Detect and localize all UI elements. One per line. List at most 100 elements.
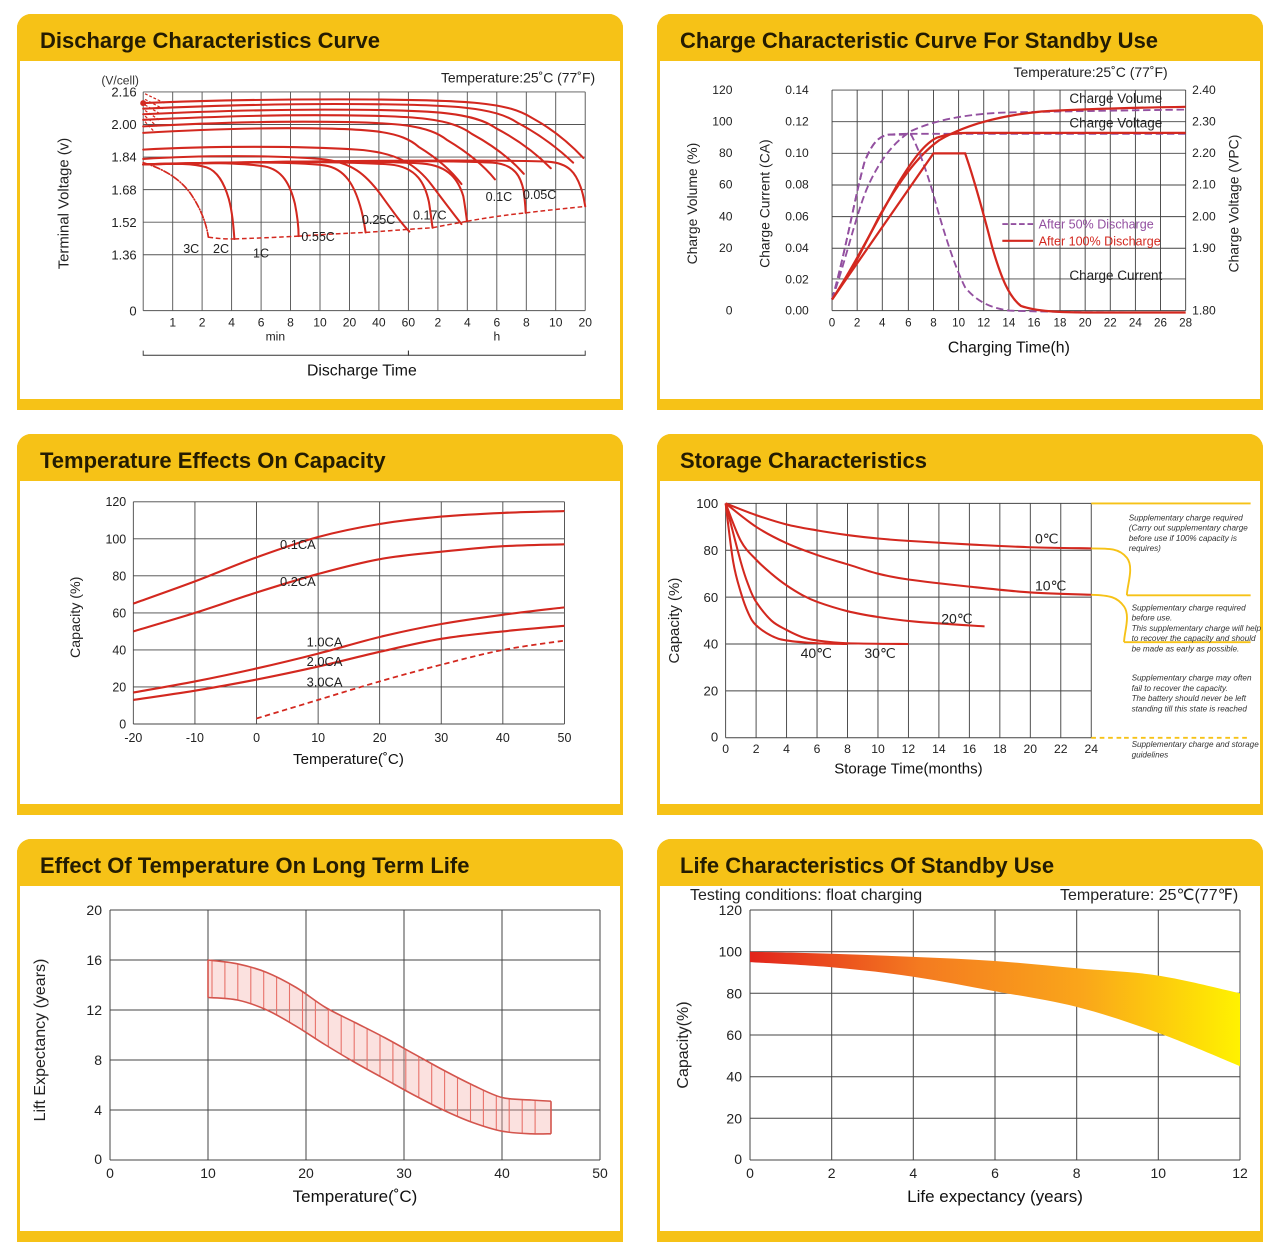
svg-text:80: 80 (719, 146, 733, 160)
svg-text:24: 24 (1084, 742, 1098, 756)
svg-text:1C: 1C (253, 247, 269, 261)
svg-text:1.84: 1.84 (111, 150, 136, 165)
svg-text:6: 6 (814, 742, 821, 756)
svg-text:Life expectancy (years): Life expectancy (years) (907, 1187, 1083, 1206)
svg-text:0: 0 (829, 316, 836, 329)
svg-text:0: 0 (711, 730, 718, 745)
svg-text:10: 10 (952, 316, 965, 329)
svg-text:20: 20 (719, 241, 733, 255)
svg-text:1.36: 1.36 (111, 247, 136, 262)
svg-text:16: 16 (963, 742, 977, 756)
svg-text:before use.: before use. (1132, 614, 1173, 623)
svg-text:0: 0 (106, 1165, 114, 1181)
svg-text:2.20: 2.20 (1192, 146, 1216, 160)
svg-text:Charge Volume (%): Charge Volume (%) (684, 143, 700, 265)
svg-text:2: 2 (199, 315, 206, 329)
svg-text:10: 10 (311, 731, 325, 745)
svg-text:10℃: 10℃ (1035, 578, 1066, 594)
svg-text:60: 60 (112, 606, 126, 620)
svg-text:60: 60 (719, 178, 733, 192)
svg-text:2.40: 2.40 (1192, 83, 1216, 97)
svg-text:This supplementary charge will: This supplementary charge will help (1132, 624, 1262, 633)
svg-text:120: 120 (719, 902, 743, 918)
svg-text:0: 0 (726, 303, 733, 317)
svg-text:0.2CA: 0.2CA (280, 574, 316, 589)
svg-text:1.52: 1.52 (111, 215, 136, 230)
svg-text:3C: 3C (183, 242, 199, 256)
svg-text:2: 2 (854, 316, 860, 329)
svg-text:80: 80 (726, 985, 742, 1001)
svg-text:2.00: 2.00 (1192, 209, 1216, 223)
svg-text:Supplementary charge may often: Supplementary charge may often (1132, 674, 1252, 683)
svg-text:20: 20 (578, 315, 592, 329)
svg-text:20: 20 (726, 1110, 742, 1126)
svg-text:40: 40 (496, 731, 510, 745)
svg-text:6: 6 (905, 316, 911, 329)
svg-text:20℃: 20℃ (941, 610, 972, 626)
svg-text:4: 4 (879, 316, 886, 329)
svg-text:2.00: 2.00 (111, 117, 136, 132)
svg-text:Storage Time(months): Storage Time(months) (834, 760, 982, 777)
svg-text:Temperature: 25℃(77℉): Temperature: 25℃(77℉) (1060, 887, 1238, 904)
svg-text:12: 12 (902, 742, 916, 756)
svg-text:20: 20 (1079, 316, 1092, 329)
svg-text:40: 40 (372, 315, 386, 329)
svg-text:After 50% Discharge: After 50% Discharge (1039, 218, 1154, 232)
svg-text:2: 2 (435, 315, 442, 329)
svg-text:0.1CA: 0.1CA (280, 537, 316, 552)
svg-text:0.10: 0.10 (785, 146, 809, 160)
svg-text:28: 28 (1179, 316, 1192, 329)
svg-text:6: 6 (258, 315, 265, 329)
svg-text:2: 2 (828, 1165, 836, 1181)
svg-text:20: 20 (704, 684, 719, 699)
svg-text:14: 14 (1002, 316, 1015, 329)
svg-text:min: min (266, 329, 285, 343)
svg-text:0.08: 0.08 (785, 178, 809, 192)
svg-text:0.05C: 0.05C (523, 188, 556, 202)
svg-text:h: h (493, 329, 500, 343)
svg-text:4: 4 (464, 315, 471, 329)
svg-text:80: 80 (704, 543, 719, 558)
svg-text:0.25C: 0.25C (362, 213, 395, 227)
svg-text:1.68: 1.68 (111, 182, 136, 197)
svg-text:Supplementary charge required: Supplementary charge required (1129, 513, 1244, 522)
svg-text:4: 4 (94, 1102, 102, 1118)
svg-text:0.00: 0.00 (785, 303, 809, 317)
svg-text:100: 100 (696, 496, 718, 511)
svg-text:0: 0 (746, 1165, 754, 1181)
svg-text:1.90: 1.90 (1192, 241, 1216, 255)
svg-text:8: 8 (94, 1052, 102, 1068)
svg-text:20: 20 (298, 1165, 314, 1181)
svg-text:10: 10 (871, 742, 885, 756)
svg-text:60: 60 (402, 315, 416, 329)
svg-text:be made as early as possible.: be made as early as possible. (1132, 645, 1240, 654)
svg-text:30: 30 (434, 731, 448, 745)
svg-text:22: 22 (1104, 316, 1117, 329)
svg-text:40: 40 (112, 643, 126, 657)
svg-text:-20: -20 (124, 731, 142, 745)
svg-text:0.02: 0.02 (785, 273, 809, 287)
svg-text:Temperature(˚C): Temperature(˚C) (293, 751, 404, 768)
svg-text:After 100% Discharge: After 100% Discharge (1039, 234, 1161, 248)
svg-text:8: 8 (1073, 1165, 1081, 1181)
svg-text:0℃: 0℃ (1035, 531, 1059, 547)
svg-text:4: 4 (228, 315, 235, 329)
svg-text:0.55C: 0.55C (301, 230, 334, 244)
svg-text:Charge Voltage (VPC): Charge Voltage (VPC) (1226, 135, 1242, 273)
svg-text:20: 20 (1024, 742, 1038, 756)
svg-text:8: 8 (844, 742, 851, 756)
svg-text:12: 12 (977, 316, 990, 329)
svg-text:Charging Time(h): Charging Time(h) (948, 339, 1070, 356)
svg-text:24: 24 (1129, 316, 1142, 329)
svg-text:4: 4 (909, 1165, 917, 1181)
svg-text:50: 50 (558, 731, 572, 745)
svg-text:2.16: 2.16 (111, 85, 136, 100)
svg-text:12: 12 (1232, 1165, 1248, 1181)
svg-text:3.0CA: 3.0CA (307, 675, 343, 690)
svg-text:6: 6 (493, 315, 500, 329)
svg-text:0.12: 0.12 (785, 114, 809, 128)
svg-text:40: 40 (719, 209, 733, 223)
svg-text:4: 4 (783, 742, 790, 756)
svg-text:(Carry out supplementary charg: (Carry out supplementary charge (1129, 524, 1248, 533)
svg-text:80: 80 (112, 569, 126, 583)
